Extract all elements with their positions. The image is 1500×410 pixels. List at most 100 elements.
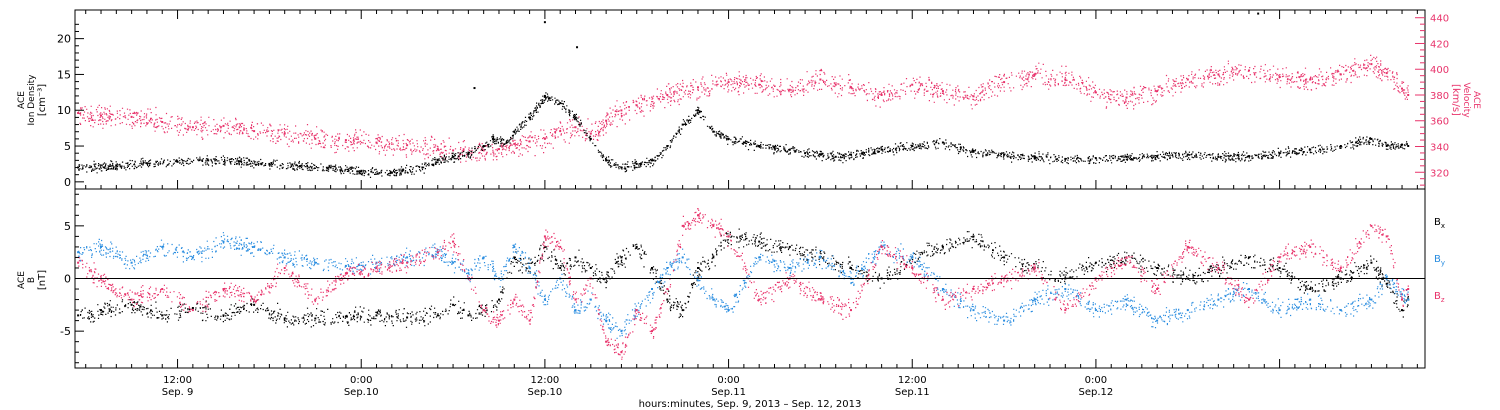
by-scatter-dots — [78, 232, 1409, 339]
bz-series — [77, 208, 1410, 360]
velocity-point — [498, 148, 500, 151]
velocity-point — [1401, 87, 1403, 90]
velocity-point — [574, 126, 577, 129]
density-tick-label: 20 — [57, 33, 71, 46]
ion-density-point — [834, 155, 837, 158]
ion-density-point — [329, 166, 332, 169]
velocity-point — [528, 140, 531, 143]
by-point — [1003, 319, 1006, 322]
by-point — [467, 272, 470, 275]
by-point — [972, 309, 975, 312]
ion-density-point — [528, 116, 531, 119]
bx-point — [1385, 282, 1388, 285]
bz-point — [635, 309, 638, 312]
by-point — [1033, 298, 1036, 301]
date-tick-label: Sep.10 — [344, 387, 379, 398]
bz-point — [314, 298, 317, 301]
by-point — [1094, 309, 1097, 312]
bx-point — [651, 267, 653, 269]
velocity-point — [191, 126, 194, 129]
velocity-point — [635, 104, 638, 107]
time-tick-label: 0:00 — [1085, 375, 1107, 386]
by-point — [452, 261, 455, 264]
velocity-point — [589, 132, 592, 135]
bx-point — [375, 314, 378, 317]
velocity-point — [1064, 78, 1067, 81]
ion-density-point — [1064, 157, 1067, 160]
field-axis-title-line: ACE — [17, 271, 27, 289]
bz-point — [911, 267, 914, 269]
by-point — [406, 256, 409, 259]
velocity-point — [513, 142, 516, 145]
bx-point — [467, 314, 470, 317]
bz-point — [482, 309, 485, 312]
by-point — [253, 245, 256, 248]
bx-point — [1156, 267, 1159, 269]
top-plot-frame — [74, 9, 1426, 190]
time-tick-label: 12:00 — [530, 375, 559, 386]
bx-point — [436, 314, 439, 317]
bx-point — [758, 240, 761, 243]
ion-density-point — [491, 137, 494, 140]
density-axis-title: ACEIon Density[cm⁻³] — [17, 74, 48, 126]
bz-scatter — [78, 208, 1409, 360]
by-scatter — [78, 232, 1409, 339]
bz-point — [528, 319, 531, 322]
ion-density-point — [666, 145, 669, 147]
bz-point — [452, 240, 455, 243]
date-tick-label: Sep. 9 — [162, 387, 194, 398]
velocity-axis-title-line: Velocity — [1461, 82, 1471, 118]
bz-point — [1401, 298, 1403, 301]
ion-density-point — [207, 159, 210, 162]
bz-point — [605, 340, 608, 343]
velocity-point — [1094, 91, 1097, 94]
by-point — [1248, 288, 1250, 290]
ion-density-point — [505, 141, 508, 144]
bz-point — [1407, 288, 1410, 290]
bx-point — [589, 267, 592, 269]
velocity-point — [605, 119, 608, 122]
by-point — [1186, 309, 1189, 312]
time-tick-label: 12:00 — [898, 375, 927, 386]
velocity-axis-unit: [km/s] — [1450, 84, 1461, 116]
field-tick-label: 5 — [64, 220, 71, 233]
bx-point — [77, 314, 80, 317]
ion-density-point — [467, 152, 470, 155]
bz-point — [498, 319, 500, 322]
bz-point — [574, 298, 577, 301]
velocity-point — [1156, 90, 1159, 93]
by-point — [758, 256, 761, 259]
bz-point — [681, 224, 684, 227]
velocity-point — [344, 139, 347, 142]
bx-point — [314, 317, 317, 320]
density-axis-unit: [cm⁻³] — [37, 84, 48, 116]
velocity-point — [222, 124, 225, 127]
bz-point — [130, 298, 133, 301]
time-tick-label: 12:00 — [163, 375, 192, 386]
velocity-tick-label: 400 — [1430, 65, 1449, 76]
bz-point — [1033, 267, 1036, 269]
field-axis-title-line: B — [27, 277, 37, 283]
bx-point — [1003, 256, 1006, 259]
time-tick-label: 0:00 — [350, 375, 372, 386]
velocity-point — [788, 88, 791, 91]
bx-point — [712, 256, 715, 259]
bx-point — [498, 298, 500, 301]
bz-point — [972, 288, 975, 290]
bz-point — [651, 330, 653, 333]
ion-density-point — [1033, 155, 1036, 158]
by-point — [712, 298, 715, 301]
bz-point — [880, 245, 883, 248]
ion-density-point — [850, 153, 852, 156]
by-series — [77, 232, 1410, 339]
ion-density-point — [972, 150, 975, 153]
bx-point — [1309, 288, 1312, 290]
bx-point — [513, 256, 516, 259]
velocity-point — [1217, 73, 1220, 76]
ion-density-outlier-point — [543, 21, 546, 24]
bz-point — [1186, 245, 1189, 248]
velocity-tick-label: 440 — [1430, 14, 1449, 25]
bx-point — [1278, 267, 1281, 269]
bx-point — [574, 256, 577, 259]
